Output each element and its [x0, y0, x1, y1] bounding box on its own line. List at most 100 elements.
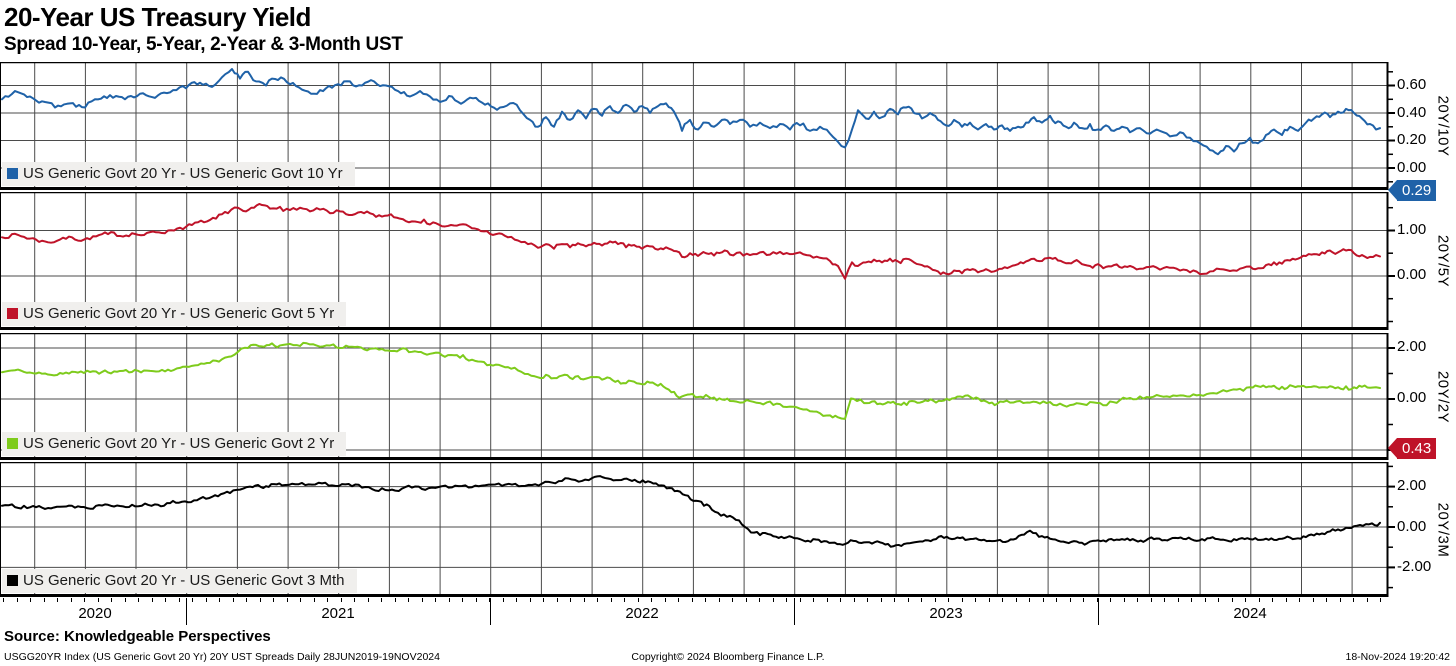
- x-axis-minor-tick: [921, 598, 922, 602]
- x-axis-minor-tick: [853, 598, 855, 602]
- x-axis-minor-tick: [192, 598, 193, 602]
- x-axis-minor-tick: [43, 598, 45, 602]
- x-axis-minor-tick: [1096, 598, 1098, 602]
- x-axis-minor-tick: [381, 598, 382, 602]
- x-axis-minor-tick: [1218, 598, 1219, 602]
- x-axis-minor-tick: [718, 598, 720, 602]
- x-axis-minor-tick: [759, 598, 760, 602]
- index-description: USGG20YR Index (US Generic Govt 20 Yr) 2…: [4, 651, 440, 663]
- x-axis-minor-tick: [1177, 598, 1179, 602]
- x-axis-minor-tick: [934, 598, 936, 602]
- x-axis-minor-tick: [259, 598, 261, 602]
- x-axis-year-label: 2022: [625, 605, 659, 622]
- x-axis-minor-tick: [894, 598, 895, 602]
- year-separator: [794, 598, 795, 625]
- legend-label: US Generic Govt 20 Yr - US Generic Govt …: [23, 435, 335, 452]
- x-axis-minor-tick: [975, 598, 976, 602]
- x-axis-minor-tick: [529, 598, 531, 602]
- x-axis-minor-tick: [556, 598, 558, 602]
- y-axis-tick-label: 0.20: [1397, 131, 1427, 148]
- legend-swatch-green: [7, 438, 18, 449]
- x-axis-minor-tick: [1245, 598, 1246, 602]
- x-axis-minor-tick: [1002, 598, 1003, 602]
- legend-20y-10y: US Generic Govt 20 Yr - US Generic Govt …: [2, 162, 355, 186]
- x-axis-minor-tick: [1069, 598, 1071, 602]
- x-axis-minor-tick: [138, 598, 139, 602]
- x-axis-minor-tick: [1015, 598, 1017, 602]
- legend-swatch-red: [7, 308, 18, 319]
- x-axis-minor-tick: [664, 598, 666, 602]
- y-axis-tick-label: 2.00: [1397, 477, 1427, 495]
- page-title: 20-Year US Treasury Yield: [4, 2, 311, 32]
- x-axis-minor-tick: [1366, 598, 1368, 602]
- x-axis-minor-tick: [1285, 598, 1287, 602]
- x-axis-minor-tick: [1042, 598, 1044, 602]
- x-axis-minor-tick: [880, 598, 882, 602]
- x-axis-minor-tick: [583, 598, 585, 602]
- x-axis-minor-tick: [1029, 598, 1030, 602]
- x-axis-minor-tick: [84, 598, 85, 602]
- x-axis-year-label: 2021: [321, 605, 355, 622]
- x-axis-minor-tick: [1123, 598, 1125, 602]
- x-axis-minor-tick: [1110, 598, 1111, 602]
- x-axis-minor-tick: [30, 598, 31, 602]
- x-axis-minor-tick: [1083, 598, 1084, 602]
- page-subtitle: Spread 10-Year, 5-Year, 2-Year & 3-Month…: [4, 34, 403, 55]
- x-axis-minor-tick: [745, 598, 747, 602]
- panel-20y-3m: US Generic Govt 20 Yr - US Generic Govt …: [0, 462, 1456, 597]
- x-axis-minor-tick: [1150, 598, 1152, 602]
- x-axis-minor-tick: [502, 598, 504, 602]
- legend-label: US Generic Govt 20 Yr - US Generic Govt …: [23, 165, 343, 182]
- x-axis-minor-tick: [394, 598, 396, 602]
- x-axis-minor-tick: [448, 598, 450, 602]
- x-axis-minor-tick: [246, 598, 247, 602]
- timestamp: 18-Nov-2024 19:20:42: [1345, 651, 1451, 663]
- x-axis-minor-tick: [435, 598, 436, 602]
- panel-20y-2y: US Generic Govt 20 Yr - US Generic Govt …: [0, 333, 1456, 460]
- line-chart-20y-3m: [0, 462, 1395, 597]
- y-axis-tick-label: 2.00: [1397, 338, 1427, 356]
- x-axis-minor-tick: [70, 598, 72, 602]
- axis-title-20y-3m: 20Y/3M: [1434, 502, 1452, 557]
- last-value-tag-20y-10y: 0.29: [1388, 179, 1437, 201]
- line-chart-20y-2y: [0, 333, 1395, 460]
- x-axis-minor-tick: [1191, 598, 1192, 602]
- x-axis-minor-tick: [1204, 598, 1206, 602]
- x-axis-minor-tick: [651, 598, 652, 602]
- year-separator: [186, 598, 187, 625]
- x-axis-minor-tick: [786, 598, 787, 602]
- x-axis-minor-tick: [678, 598, 679, 602]
- panel-20y-5y: US Generic Govt 20 Yr - US Generic Govt …: [0, 192, 1456, 459]
- x-axis-minor-tick: [961, 598, 963, 602]
- legend-20y-2y: US Generic Govt 20 Yr - US Generic Govt …: [2, 432, 347, 456]
- last-value-tag-20y-5y: 0.43: [1388, 437, 1437, 459]
- x-axis-minor-tick: [489, 598, 490, 602]
- axis-title-20y-5y: 20Y/5Y: [1434, 234, 1452, 288]
- x-axis-minor-tick: [1137, 598, 1138, 602]
- y-axis-tick-label: -2.00: [1397, 557, 1432, 575]
- x-axis-minor-tick: [1056, 598, 1057, 602]
- legend-label: US Generic Govt 20 Yr - US Generic Govt …: [23, 572, 345, 589]
- y-axis-tick-label: 0.00: [1397, 517, 1427, 535]
- x-axis-minor-tick: [637, 598, 639, 602]
- x-axis-minor-tick: [705, 598, 706, 602]
- x-axis-minor-tick: [1339, 598, 1341, 602]
- x-axis-minor-tick: [151, 598, 153, 602]
- x-axis-minor-tick: [340, 598, 342, 602]
- x-axis-minor-tick: [313, 598, 315, 602]
- x-axis-year-label: 2024: [1233, 605, 1267, 622]
- x-axis-minor-tick: [867, 598, 868, 602]
- y-axis-tick-label: 0.00: [1397, 266, 1427, 284]
- legend-20y-5y: US Generic Govt 20 Yr - US Generic Govt …: [2, 302, 347, 326]
- y-axis-tick-label: 1.00: [1397, 220, 1427, 238]
- axis-title-20y-2y: 20Y/2Y: [1434, 370, 1452, 423]
- x-axis-minor-tick: [219, 598, 220, 602]
- x-axis-minor-tick: [205, 598, 207, 602]
- x-axis-minor-tick: [462, 598, 463, 602]
- legend-swatch-blue: [7, 168, 18, 179]
- copyright-notice: Copyright© 2024 Bloomberg Finance L.P.: [631, 651, 825, 663]
- x-axis-minor-tick: [408, 598, 409, 602]
- x-axis-minor-tick: [124, 598, 126, 602]
- year-separator: [1098, 598, 1099, 625]
